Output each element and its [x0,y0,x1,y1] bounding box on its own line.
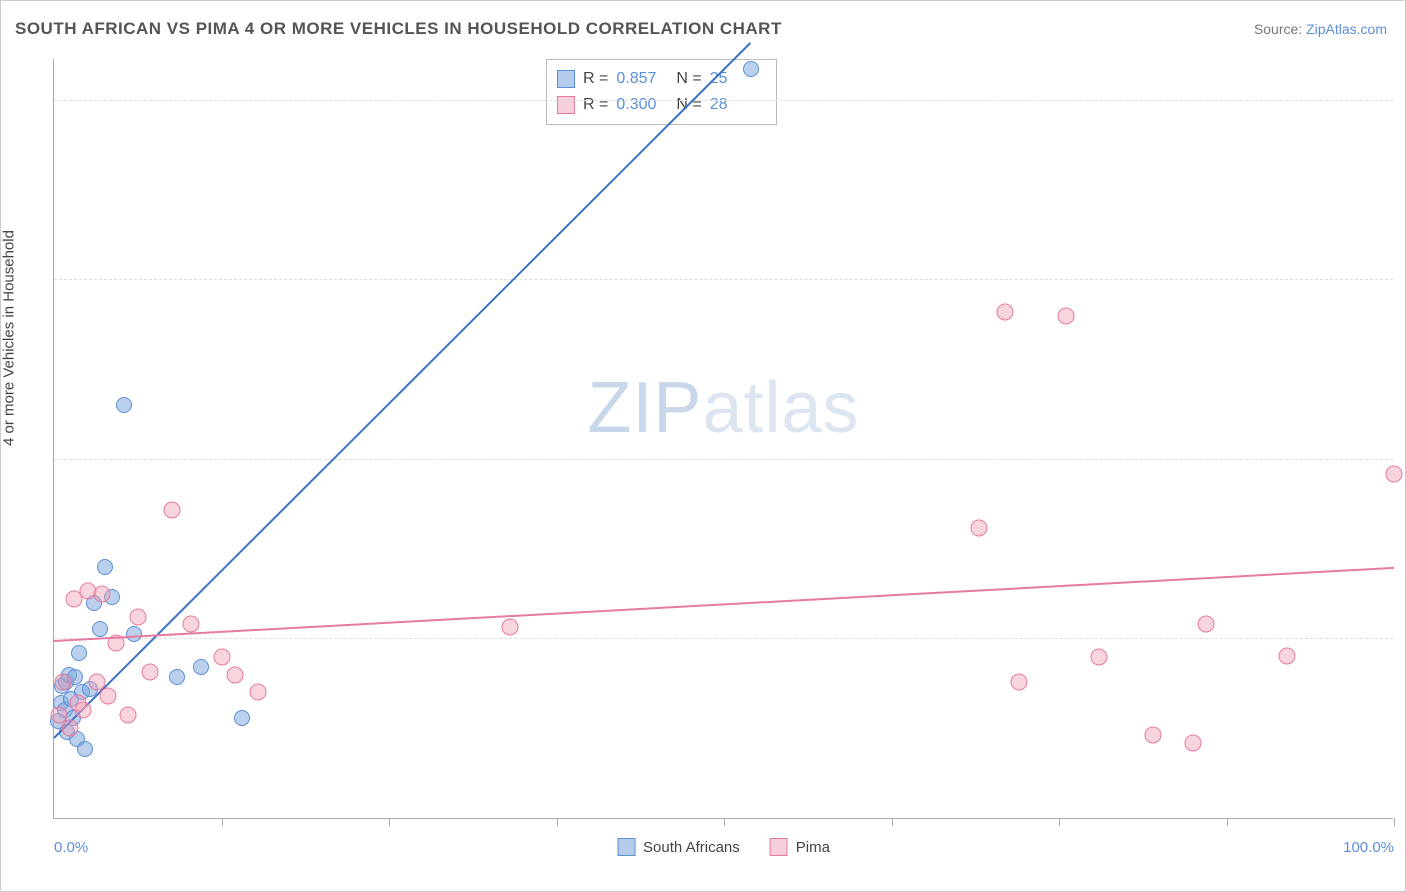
data-point [226,666,243,683]
source-attribution: Source: ZipAtlas.com [1254,21,1387,37]
x-tick [1059,818,1060,826]
data-point [1278,647,1295,664]
watermark-atlas: atlas [702,368,859,448]
data-point [743,61,759,77]
x-tick [389,818,390,826]
source-link[interactable]: ZipAtlas.com [1306,21,1387,37]
data-point [1386,465,1403,482]
data-point [249,683,266,700]
data-point [1010,673,1027,690]
data-point [1091,649,1108,666]
data-point [1057,308,1074,325]
data-point [97,559,113,575]
stat-r-label: R = [583,70,608,88]
data-point [1198,616,1215,633]
data-point [501,619,518,636]
data-point [119,706,136,723]
stat-r-blue: 0.857 [616,70,668,88]
data-point [130,609,147,626]
stat-n-label: N = [676,70,701,88]
data-point [169,669,185,685]
x-tick [222,818,223,826]
legend-swatch-pink-icon [557,96,575,114]
data-point [62,719,79,736]
x-tick [557,818,558,826]
legend-swatch-blue-icon [557,70,575,88]
trend-line [54,566,1394,641]
data-point [970,520,987,537]
data-point [71,645,87,661]
legend-swatch-blue-icon [617,838,635,856]
data-point [234,710,250,726]
legend: South Africans Pima [617,838,830,856]
x-tick [1394,818,1395,826]
data-point [997,303,1014,320]
data-point [77,741,93,757]
data-point [193,659,209,675]
data-point [92,621,108,637]
legend-item-pink: Pima [770,838,830,856]
data-point [213,649,230,666]
data-point [182,616,199,633]
data-point [116,397,132,413]
x-tick [1227,818,1228,826]
stats-row-blue: R = 0.857 N = 25 [557,66,762,92]
data-point [99,688,116,705]
data-point [142,663,159,680]
h-gridline [54,279,1393,280]
stat-r-pink: 0.300 [616,96,668,114]
data-point [1185,735,1202,752]
data-point [55,673,72,690]
legend-item-blue: South Africans [617,838,740,856]
plot-area: ZIPatlas R = 0.857 N = 25 R = 0.300 N = … [53,59,1393,819]
watermark-zip: ZIP [587,368,702,448]
legend-label: South Africans [643,839,740,856]
x-tick-label: 0.0% [54,839,88,856]
x-tick-label: 100.0% [1343,839,1394,856]
y-axis-title: 4 or more Vehicles in Household [1,230,18,446]
data-point [75,702,92,719]
x-tick [724,818,725,826]
legend-label: Pima [796,839,830,856]
stats-row-pink: R = 0.300 N = 28 [557,92,762,118]
h-gridline [54,638,1393,639]
chart-title: SOUTH AFRICAN VS PIMA 4 OR MORE VEHICLES… [15,19,782,39]
stat-n-pink: 28 [710,96,762,114]
legend-swatch-pink-icon [770,838,788,856]
data-point [94,586,111,603]
data-point [163,501,180,518]
source-prefix: Source: [1254,21,1306,37]
data-point [1144,726,1161,743]
watermark: ZIPatlas [587,367,859,449]
stat-r-label: R = [583,96,608,114]
h-gridline [54,100,1393,101]
h-gridline [54,459,1393,460]
x-tick [892,818,893,826]
chart-container: SOUTH AFRICAN VS PIMA 4 OR MORE VEHICLES… [0,0,1406,892]
